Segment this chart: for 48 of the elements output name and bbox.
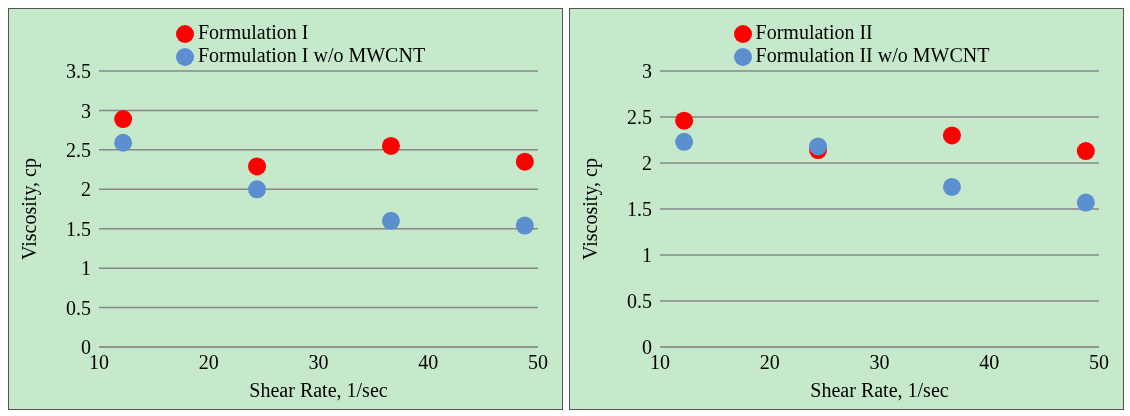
y-tick-label: 2 xyxy=(642,152,652,175)
x-axis-title: Shear Rate, 1/sec xyxy=(249,379,388,401)
y-tick-label: 1 xyxy=(81,257,91,280)
point xyxy=(675,111,694,130)
point xyxy=(515,152,534,171)
y-tick-label: 2.5 xyxy=(66,138,91,161)
x-tick-label: 10 xyxy=(89,351,109,374)
point xyxy=(515,216,534,235)
x-tick-label: 40 xyxy=(979,351,1000,374)
x-tick-label: 30 xyxy=(869,351,890,374)
point xyxy=(1076,193,1095,212)
y-tick-label: 1.5 xyxy=(66,217,91,240)
point xyxy=(809,137,828,156)
y-tick-label: 0.5 xyxy=(66,296,91,319)
y-tick-label: 0.5 xyxy=(627,290,652,313)
y-tick-label: 0 xyxy=(642,336,652,359)
point xyxy=(381,136,400,155)
point xyxy=(114,133,133,152)
y-axis-title: Viscosity, cp xyxy=(18,158,42,260)
x-tick-label: 10 xyxy=(650,351,670,374)
y-tick-label: 3 xyxy=(81,99,91,122)
y-tick-label: 2.5 xyxy=(627,106,652,129)
y-axis-title: Viscosity, cp xyxy=(579,158,603,260)
legend-label: Formulation II w/o MWCNT xyxy=(755,44,990,66)
point xyxy=(942,177,961,196)
y-tick-label: 0 xyxy=(81,336,91,359)
x-tick-label: 20 xyxy=(198,351,219,374)
legend-label: Formulation I xyxy=(197,21,309,43)
point xyxy=(675,132,694,151)
x-tick-label: 40 xyxy=(418,351,439,374)
x-tick-label: 50 xyxy=(528,351,548,374)
point xyxy=(1076,142,1095,161)
point xyxy=(114,110,133,129)
y-tick-label: 2 xyxy=(81,178,91,201)
point xyxy=(381,211,400,230)
x-tick-label: 50 xyxy=(1089,351,1109,374)
point xyxy=(942,126,961,145)
legend-label: Formulation I w/o MWCNT xyxy=(197,44,426,66)
y-tick-label: 1 xyxy=(642,244,652,267)
point xyxy=(248,157,267,176)
point xyxy=(248,180,267,199)
y-tick-label: 3 xyxy=(642,60,652,83)
x-tick-label: 20 xyxy=(759,351,780,374)
x-axis-title: Shear Rate, 1/sec xyxy=(810,379,949,401)
x-tick-label: 30 xyxy=(308,351,329,374)
y-tick-label: 1.5 xyxy=(627,198,652,221)
y-tick-label: 3.5 xyxy=(66,60,91,83)
legend-label: Formulation II xyxy=(755,21,873,43)
